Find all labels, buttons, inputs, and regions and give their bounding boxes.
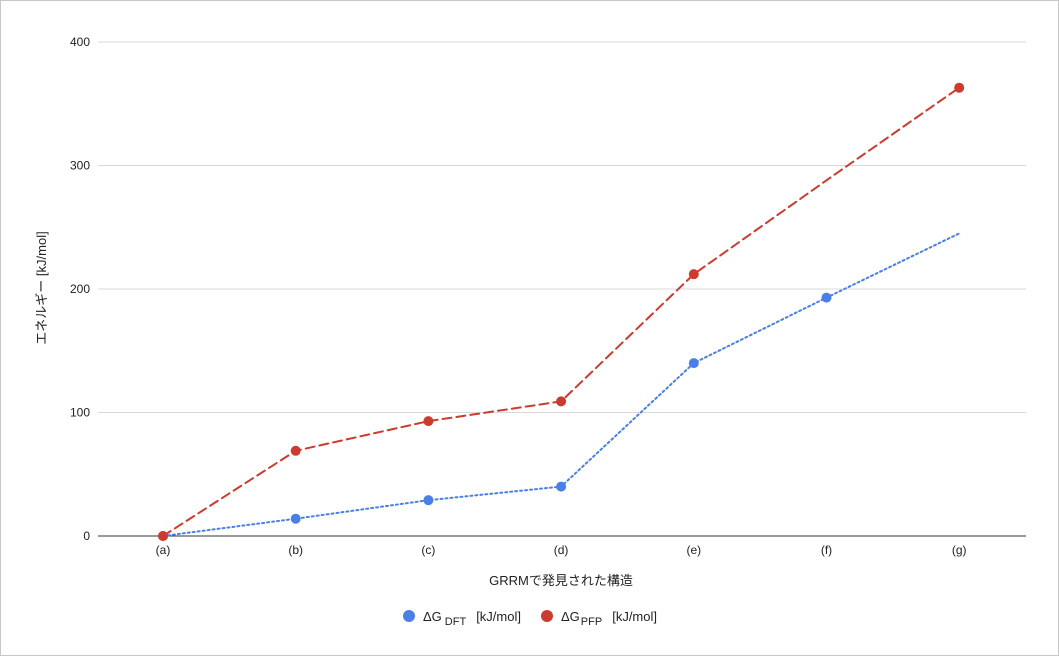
- svg-text:ΔGPFP[kJ/mol]: ΔGPFP [kJ/mol]: [561, 609, 657, 628]
- point-pfp-2[interactable]: [423, 416, 434, 427]
- legend-marker-dft: [403, 610, 415, 622]
- point-pfp-3[interactable]: [556, 396, 567, 407]
- y-tick-label-200: 200: [70, 282, 90, 296]
- y-tick-label-100: 100: [70, 406, 90, 420]
- x-axis-title: GRRMで発見された構造: [489, 573, 633, 588]
- y-tick-label-300: 300: [70, 159, 90, 173]
- point-dft-2[interactable]: [423, 495, 434, 506]
- point-pfp-4[interactable]: [688, 269, 699, 280]
- legend-item-pfp[interactable]: ΔGPFP [kJ/mol]: [541, 609, 657, 628]
- point-dft-5[interactable]: [821, 292, 832, 303]
- x-tick-label-0: (a): [156, 543, 171, 557]
- y-axis-ticks: 0 100 200 300 400: [70, 35, 90, 543]
- legend-sub-dft: DFT: [445, 616, 467, 628]
- y-tick-label-400: 400: [70, 35, 90, 49]
- y-tick-label-0: 0: [83, 529, 90, 543]
- point-pfp-1[interactable]: [290, 445, 301, 456]
- point-pfp-0[interactable]: [158, 531, 168, 541]
- x-tick-label-4: (e): [686, 543, 701, 557]
- point-dft-3[interactable]: [556, 481, 567, 492]
- legend-label-pfp: ΔG: [561, 609, 580, 624]
- x-tick-label-5: (f): [821, 543, 832, 557]
- legend-sub-pfp: PFP: [581, 616, 602, 628]
- point-dft-1[interactable]: [290, 513, 301, 524]
- legend-marker-pfp: [541, 610, 553, 622]
- legend: ΔG DFT [kJ/mol] ΔGPFP [kJ/mol]: [403, 609, 657, 628]
- x-tick-label-1: (b): [288, 543, 303, 557]
- legend-label-dft: ΔG: [423, 609, 442, 624]
- legend-unit-pfp: [kJ/mol]: [612, 609, 657, 624]
- x-tick-label-2: (c): [421, 543, 435, 557]
- x-axis-ticks: (a) (b) (c) (d) (e) (f) (g): [156, 543, 967, 557]
- y-axis-title: エネルギー [kJ/mol]: [34, 231, 49, 344]
- x-tick-label-6: (g): [952, 543, 967, 557]
- legend-item-dft[interactable]: ΔG DFT [kJ/mol]: [403, 609, 521, 628]
- series-line-pfp: [162, 86, 961, 537]
- legend-unit-dft: [kJ/mol]: [476, 609, 521, 624]
- x-tick-label-3: (d): [554, 543, 569, 557]
- gridlines: [98, 41, 1026, 537]
- point-pfp-6[interactable]: [954, 82, 965, 93]
- series-group: [158, 82, 965, 541]
- point-dft-4[interactable]: [688, 358, 699, 369]
